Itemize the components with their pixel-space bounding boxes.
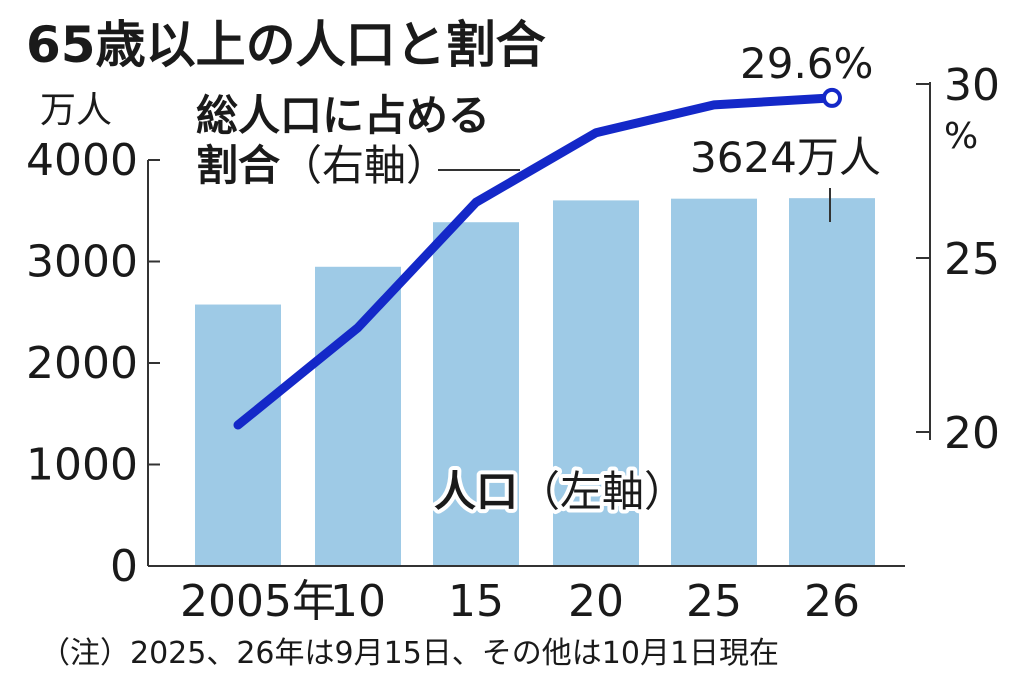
right-tick-label: 25 bbox=[944, 234, 1000, 285]
last-bar-label: 3624万人 bbox=[690, 133, 881, 182]
bar-4 bbox=[671, 198, 757, 566]
last-point-label: 29.6% bbox=[740, 39, 873, 88]
left-tick-label: 1000 bbox=[26, 440, 138, 491]
x-tick-label: 20 bbox=[568, 576, 624, 627]
bar-series-label-main: 人口 bbox=[434, 467, 518, 516]
right-tick-label: 30 bbox=[944, 60, 1000, 111]
bar-2 bbox=[433, 222, 519, 567]
bar-series bbox=[195, 198, 875, 567]
line-series-label-1: 総人口に占める bbox=[196, 91, 490, 140]
footnote: （注）2025、26年は9月15日、その他は10月1日現在 bbox=[40, 636, 779, 671]
left-tick-label: 0 bbox=[110, 541, 138, 592]
right-axis-ticks: 20 25 30 bbox=[916, 60, 1000, 459]
ratio-point-5 bbox=[822, 87, 842, 108]
bar-series-label-sub: （左軸） bbox=[518, 467, 686, 516]
x-tick-label: 26 bbox=[804, 576, 860, 627]
ratio-points bbox=[234, 87, 842, 430]
ratio-point-1 bbox=[354, 323, 362, 332]
x-tick-label: 2005年 bbox=[180, 576, 336, 627]
ratio-line bbox=[233, 93, 837, 430]
left-tick-label: 3000 bbox=[26, 237, 138, 288]
bar-1 bbox=[315, 266, 401, 566]
bar-3 bbox=[553, 200, 639, 566]
ratio-point-0 bbox=[234, 421, 242, 430]
line-series-label-sub: （右軸） bbox=[280, 141, 448, 190]
chart-title: 65歳以上の人口と割合 bbox=[26, 16, 546, 74]
bar-5 bbox=[789, 198, 875, 566]
left-tick-label: 4000 bbox=[26, 135, 138, 186]
ratio-point-2 bbox=[472, 198, 480, 207]
x-tick-label: 10 bbox=[330, 576, 386, 627]
bar-0 bbox=[195, 304, 281, 566]
line-series-label-main: 割合 bbox=[196, 141, 280, 190]
left-axis-unit: 万人 bbox=[40, 90, 112, 131]
x-tick-label: 15 bbox=[448, 576, 504, 627]
left-tick-label: 2000 bbox=[26, 338, 138, 389]
right-axis-unit: % bbox=[944, 116, 978, 157]
ratio-point-4 bbox=[710, 100, 718, 109]
x-tick-label: 25 bbox=[686, 576, 742, 627]
right-tick-label: 20 bbox=[944, 408, 1000, 459]
ratio-point-3 bbox=[592, 128, 600, 137]
left-axis-ticks: 0 1000 2000 3000 4000 bbox=[26, 135, 160, 592]
bar-series-label: 人口（左軸） bbox=[434, 467, 686, 516]
line-series-label-2: 割合（右軸） bbox=[196, 141, 448, 190]
